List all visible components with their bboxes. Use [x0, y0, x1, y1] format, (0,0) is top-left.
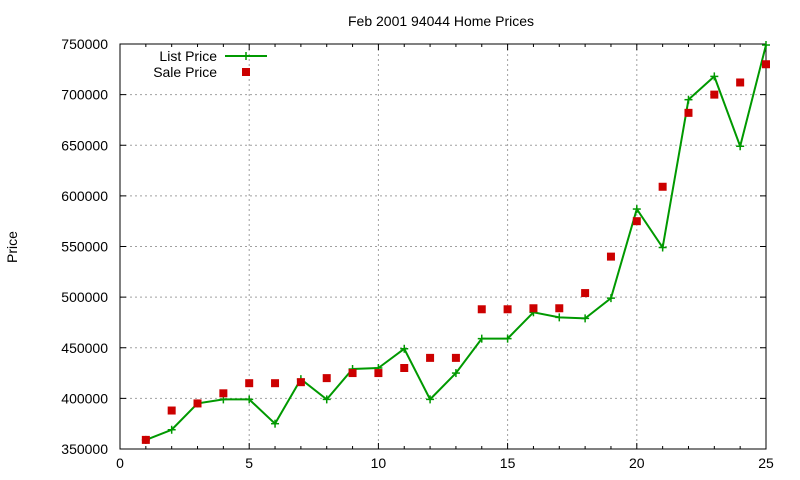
legend-label-1: Sale Price	[153, 64, 217, 80]
list-price-point	[503, 334, 512, 343]
list-price-point	[451, 369, 460, 378]
chart-title: Feb 2001 94044 Home Prices	[348, 13, 534, 29]
sale-price-point	[477, 305, 486, 314]
sale-price-point	[245, 379, 254, 388]
sale-price-point	[141, 435, 150, 444]
sale-price-point	[555, 304, 564, 313]
sale-price-point	[426, 353, 435, 362]
axes: 0 5 10 15 20 25 350000 400000 450000 500000 550000…	[61, 36, 774, 471]
list-price-point	[581, 314, 590, 323]
series-0	[141, 41, 770, 444]
list-price-point	[245, 395, 254, 404]
sale-price-point	[219, 389, 228, 398]
x-tick-label: 20	[629, 455, 645, 471]
y-tick-label: 550000	[61, 239, 108, 255]
sale-price-point	[581, 289, 590, 298]
sale-price-point	[762, 60, 770, 69]
list-price-point	[400, 344, 409, 353]
series-1	[141, 60, 770, 444]
x-tick-label: 25	[758, 455, 774, 471]
list-price-point	[167, 425, 176, 434]
list-price-point	[555, 313, 564, 322]
sale-price-point	[322, 374, 331, 383]
y-tick-label: 450000	[61, 340, 108, 356]
legend-label-0: List Price	[159, 48, 217, 64]
list-price-point	[271, 419, 280, 428]
y-tick-label: 750000	[61, 36, 108, 52]
sale-price-point	[658, 182, 667, 191]
sale-price-point	[374, 369, 383, 378]
sale-price-point	[400, 364, 409, 372]
y-tick-label: 700000	[61, 87, 108, 103]
sale-price-point	[271, 379, 280, 388]
sale-price-point	[684, 108, 693, 117]
sale-price-point	[632, 217, 641, 226]
y-tick-label: 500000	[61, 289, 108, 305]
list-price-point	[477, 334, 486, 343]
list-price-point	[684, 95, 693, 104]
list-price-line	[145, 44, 767, 441]
y-axis-label: Price	[4, 231, 20, 263]
sale-price-point	[296, 378, 305, 387]
sale-price-point	[193, 399, 202, 408]
list-price-point	[426, 395, 435, 404]
list-price-point	[606, 294, 615, 303]
legend-plus-sample	[242, 52, 250, 60]
y-tick-label: 400000	[61, 390, 108, 406]
list-price-point	[658, 243, 667, 252]
sale-price-point	[503, 305, 512, 314]
grid	[120, 44, 766, 449]
sale-price-point	[348, 369, 357, 378]
x-tick-label: 15	[500, 455, 516, 471]
list-price-point	[632, 205, 641, 214]
series-layer	[141, 41, 770, 444]
y-tick-label: 600000	[61, 188, 108, 204]
list-price-point	[736, 142, 745, 151]
sale-price-point	[736, 78, 745, 87]
sale-price-point	[606, 252, 615, 261]
legend-square-sample	[242, 68, 250, 76]
x-tick-label: 0	[116, 455, 124, 471]
sale-price-point	[710, 90, 719, 99]
sale-price-point	[451, 353, 460, 362]
y-tick-label: 350000	[61, 441, 108, 457]
x-tick-label: 10	[371, 455, 387, 471]
list-price-point	[710, 72, 719, 81]
x-tick-label: 5	[245, 455, 253, 471]
list-price-point	[762, 41, 770, 50]
sale-price-point	[529, 304, 538, 313]
sale-price-point	[167, 406, 176, 415]
list-price-point	[322, 395, 331, 404]
y-tick-label: 650000	[61, 137, 108, 153]
